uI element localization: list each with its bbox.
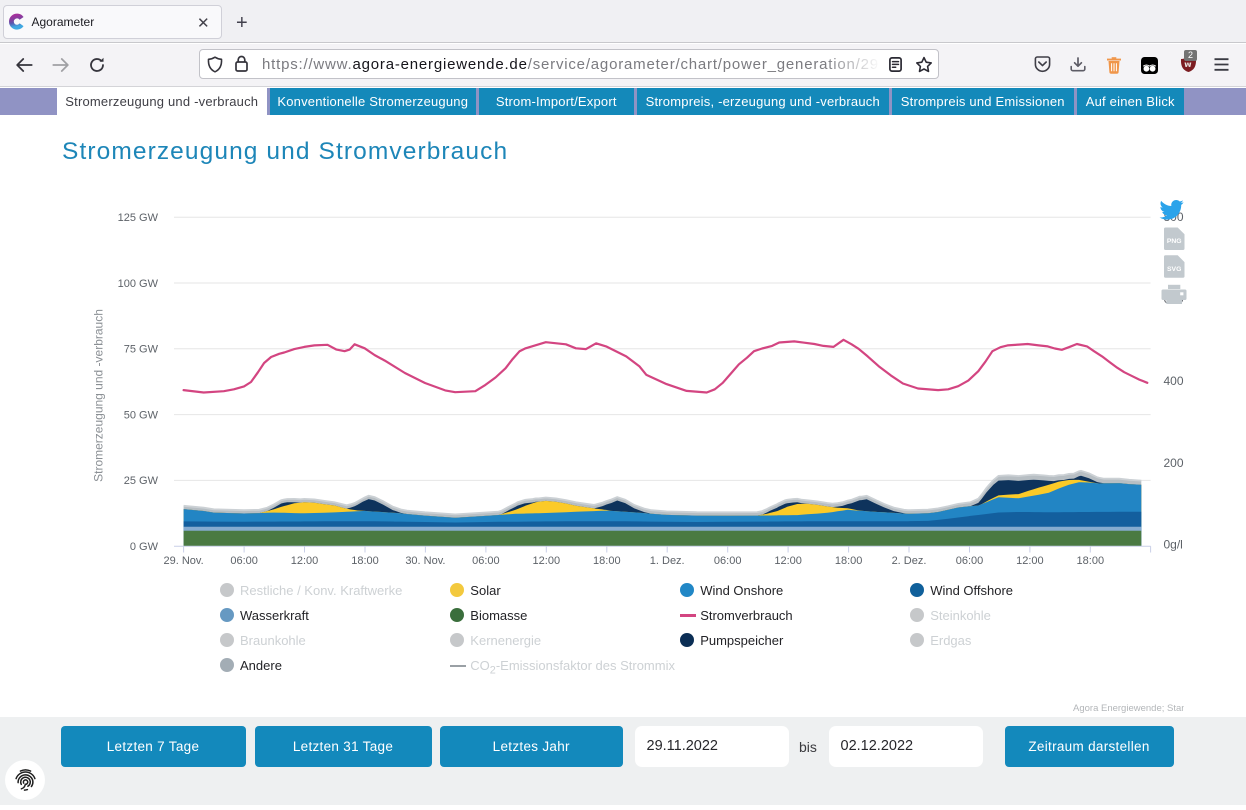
svg-text:18:00: 18:00 <box>1077 555 1105 567</box>
svg-text:2. Dez.: 2. Dez. <box>892 555 927 567</box>
svg-text:06:00: 06:00 <box>230 555 258 567</box>
svg-text:29. Nov.: 29. Nov. <box>164 555 204 567</box>
svg-text:12:00: 12:00 <box>533 555 561 567</box>
svg-text:12:00: 12:00 <box>291 555 319 567</box>
svg-text:30. Nov.: 30. Nov. <box>405 555 445 567</box>
svg-text:18:00: 18:00 <box>835 555 863 567</box>
svg-text:125 GW: 125 GW <box>118 212 159 224</box>
svg-text:100 GW: 100 GW <box>118 278 159 290</box>
svg-text:75 GW: 75 GW <box>124 344 159 356</box>
svg-text:400: 400 <box>1164 374 1184 388</box>
svg-text:PNG: PNG <box>1167 238 1182 245</box>
svg-text:200: 200 <box>1164 456 1184 470</box>
svg-text:12:00: 12:00 <box>1016 555 1044 567</box>
svg-text:50 GW: 50 GW <box>124 409 159 421</box>
svg-text:0 GW: 0 GW <box>130 541 159 553</box>
svg-text:06:00: 06:00 <box>714 555 742 567</box>
svg-text:06:00: 06:00 <box>956 555 984 567</box>
svg-text:25 GW: 25 GW <box>124 475 159 487</box>
svg-text:06:00: 06:00 <box>472 555 500 567</box>
svg-text:SVG: SVG <box>1167 266 1181 273</box>
svg-text:18:00: 18:00 <box>593 555 621 567</box>
svg-text:12:00: 12:00 <box>774 555 802 567</box>
svg-text:18:00: 18:00 <box>351 555 379 567</box>
svg-text:0g/k: 0g/k <box>1164 538 1188 552</box>
svg-text:1. Dez.: 1. Dez. <box>650 555 685 567</box>
svg-text:Stromerzeugung und -verbrauch: Stromerzeugung und -verbrauch <box>92 309 106 482</box>
